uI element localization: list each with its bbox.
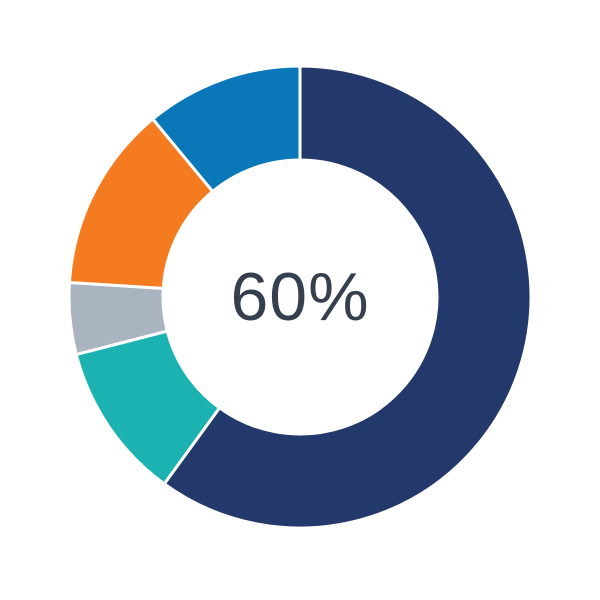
donut-center-label: 60% [230,259,370,335]
blue-slice [150,64,302,194]
navy-slice [162,64,533,530]
